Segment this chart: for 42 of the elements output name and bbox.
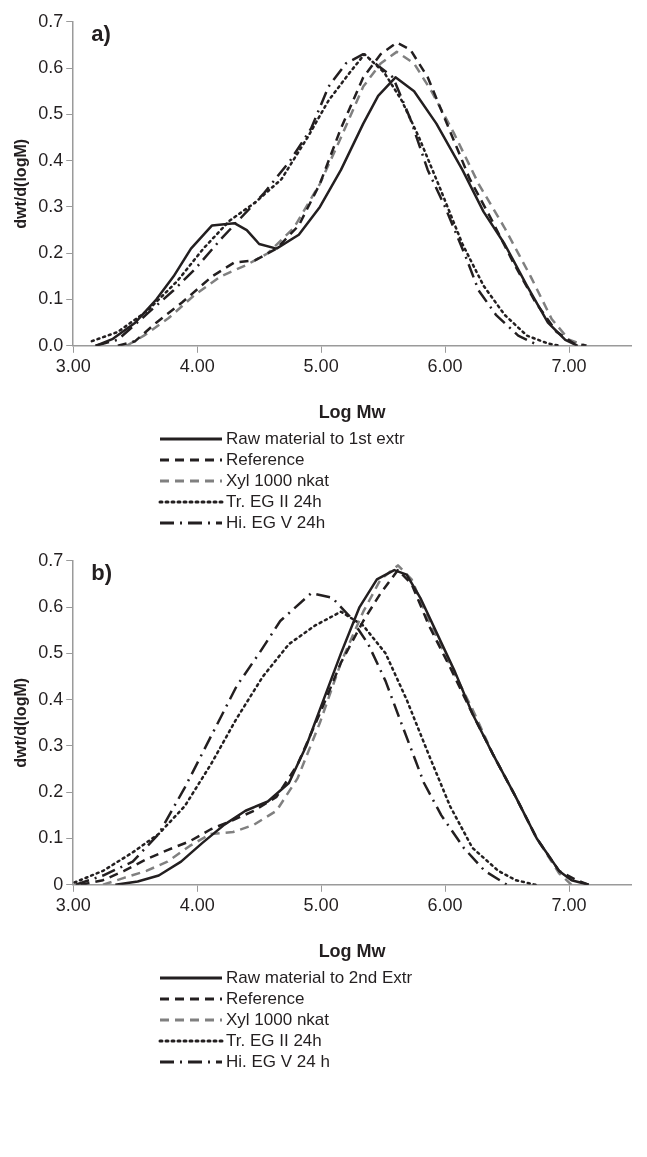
y-tick-label: 0.1	[38, 827, 64, 848]
y-tick-label: 0.7	[38, 10, 64, 31]
legend-label: Reference	[226, 449, 305, 470]
x-axis-title: Log Mw	[318, 402, 387, 423]
x-tick-label: 5.00	[303, 894, 339, 915]
y-tick-label: 0.3	[38, 734, 64, 755]
y-tick-label: 0.2	[38, 242, 64, 263]
y-tick-label: 0.6	[38, 57, 64, 78]
y-tick-label: 0.5	[38, 103, 64, 124]
y-tick-label: 0.0	[38, 334, 64, 355]
legend-label: Tr. EG II 24h	[226, 491, 322, 512]
y-tick-label: 0	[53, 873, 64, 894]
legend-label: Raw material to 1st extr	[226, 428, 405, 449]
legend-label: Hi. EG V 24 h	[226, 1051, 330, 1072]
x-tick-label: 4.00	[179, 355, 215, 376]
annotation: b)	[91, 559, 112, 585]
x-tick-label: 6.00	[427, 894, 463, 915]
x-tick-label: 4.00	[179, 894, 215, 915]
y-axis-title: dwt/d(logM)	[12, 677, 30, 768]
y-tick-label: 0.1	[38, 288, 64, 309]
x-tick-label: 3.00	[55, 355, 91, 376]
y-tick-label: 0.6	[38, 596, 64, 617]
y-tick-label: 0.4	[38, 149, 64, 170]
x-axis-title: Log Mw	[318, 941, 387, 962]
x-tick-label: 7.00	[551, 355, 587, 376]
y-tick-label: 0.5	[38, 642, 64, 663]
annotation: a)	[91, 20, 111, 46]
x-tick-label: 7.00	[551, 894, 587, 915]
y-tick-label: 0.4	[38, 688, 64, 709]
legend-label: Xyl 1000 nkat	[226, 1009, 330, 1030]
x-tick-label: 5.00	[303, 355, 339, 376]
legend-label: Hi. EG V 24h	[226, 512, 326, 533]
y-axis-title: dwt/d(logM)	[12, 138, 30, 229]
legend-label: Reference	[226, 988, 305, 1009]
legend-label: Xyl 1000 nkat	[226, 470, 330, 491]
y-tick-label: 0.2	[38, 781, 64, 802]
x-tick-label: 3.00	[55, 894, 91, 915]
legend-label: Raw material to 2nd Extr	[226, 967, 413, 988]
y-tick-label: 0.3	[38, 195, 64, 216]
x-tick-label: 6.00	[427, 355, 463, 376]
legend-label: Tr. EG II 24h	[226, 1030, 322, 1051]
y-tick-label: 0.7	[38, 549, 64, 570]
